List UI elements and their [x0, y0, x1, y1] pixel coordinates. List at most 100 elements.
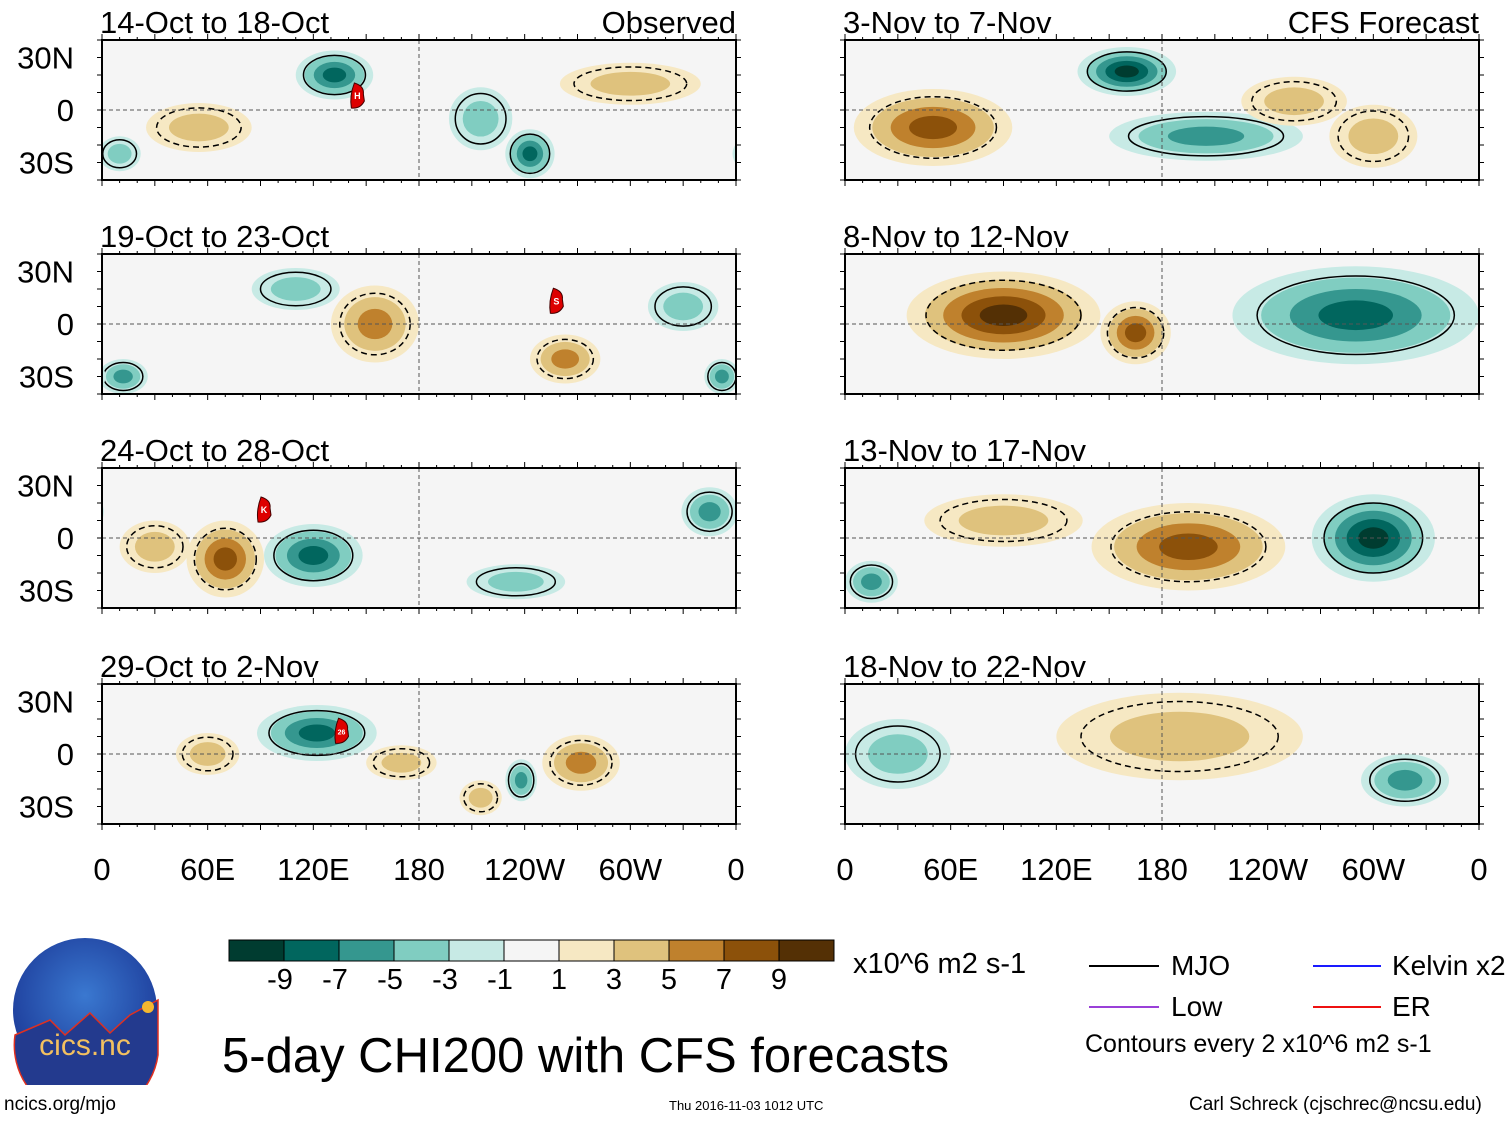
anomaly-contour [298, 724, 335, 742]
anomaly-field [102, 487, 824, 600]
anomaly-contour [298, 545, 329, 566]
anomaly-field [102, 50, 736, 179]
mjo-contour-line [573, 66, 688, 102]
colorbar-swatch [228, 939, 285, 962]
mjo-contour-line [372, 748, 431, 778]
colorbar-label: -5 [377, 964, 403, 996]
anomaly-contour [958, 505, 1049, 536]
anomaly-contour [590, 71, 671, 96]
lon-tick-label: 0 [836, 852, 853, 887]
lon-tick-label: 120W [484, 852, 566, 887]
anomaly-contour [107, 143, 132, 164]
lon-tick-label: 60W [598, 852, 662, 887]
colorbar-label: -1 [487, 964, 513, 996]
mjo-contour-line [1256, 275, 1456, 356]
colorbar-swatch [393, 939, 450, 962]
lat-tick-label: 30N [17, 469, 74, 504]
anomaly-contour [487, 571, 544, 592]
mjo-contour-line [259, 271, 332, 307]
anomaly-contour [76, 364, 101, 388]
colorbar-label: -7 [322, 964, 348, 996]
map-panel: 13-Nov to 17-Nov [840, 433, 1510, 614]
lon-tick-label: 60E [923, 852, 978, 887]
anomaly-field [906, 266, 1479, 365]
lon-tick-label: 180 [393, 852, 445, 887]
storm-label: K [261, 505, 268, 515]
lon-tick-label: 120W [1227, 852, 1309, 887]
anomaly-contour [740, 364, 774, 388]
anomaly-field [853, 47, 1418, 168]
mjo-contour-line [868, 95, 998, 160]
lat-tick-label: 0 [57, 737, 74, 772]
lat-tick-label: 30S [19, 146, 74, 181]
legend: MJO Kelvin x2 Low ER Contours every 2 x1… [1085, 948, 1510, 1068]
lat-tick-label: 30S [19, 574, 74, 609]
colorbar-swatch [283, 939, 340, 962]
anomaly-contour [1167, 126, 1245, 146]
colorbar-swatch [503, 939, 560, 962]
anomaly-contour [714, 369, 729, 384]
legend-line-low [1089, 1006, 1159, 1008]
mjo-contour-line [549, 739, 613, 786]
colorbar-label: 7 [716, 964, 732, 996]
anomaly-contour [663, 292, 704, 321]
anomaly-contour [322, 67, 347, 83]
lon-tick-label: 120E [277, 852, 349, 887]
mjo-contour-line [509, 133, 551, 175]
mjo-contour-line [1337, 110, 1410, 163]
panel-title: 18-Nov to 22-Nov [843, 649, 1086, 684]
mjo-contour-line [536, 338, 595, 380]
lat-tick-label: 30N [17, 41, 74, 76]
legend-label-low: Low [1171, 991, 1223, 1022]
anomaly-contour [81, 370, 95, 384]
anomaly-contour [979, 304, 1028, 326]
colorbar-units: x10^6 m2 s-1 [853, 948, 1027, 980]
mjo-contour-line [1369, 758, 1442, 802]
lat-tick-label: 30S [19, 790, 74, 825]
anomaly-contour [769, 532, 809, 562]
mjo-contour-line [1086, 51, 1167, 92]
anomaly-contour [1479, 561, 1510, 603]
storm-label: H [354, 91, 361, 101]
legend-line-mjo [1089, 965, 1159, 967]
lat-tick-label: 30N [17, 685, 74, 720]
panel-title: 8-Nov to 12-Nov [843, 219, 1069, 254]
anomaly-field [845, 494, 1510, 603]
mjo-contour-line [849, 564, 894, 600]
colorbar-label: 3 [606, 964, 622, 996]
mjo-contour-line [1251, 80, 1338, 122]
mjo-contour-line [454, 92, 507, 145]
anomaly-contour [1114, 65, 1139, 78]
anomaly-contour [1318, 300, 1393, 331]
anomaly-contour [732, 144, 736, 164]
lat-tick-label: 0 [57, 307, 74, 342]
mjo-contour-line [268, 709, 366, 757]
storm-icon [350, 82, 365, 109]
legend-line-kelvin [1313, 965, 1381, 967]
legend-line-er [1313, 1006, 1381, 1008]
anomaly-contour [698, 502, 721, 522]
storm-label: S [553, 296, 559, 306]
anomaly-contour [357, 308, 393, 340]
mjo-contour-line [1127, 115, 1285, 157]
anomaly-contour [1495, 573, 1510, 590]
site-link[interactable]: ncics.org/mjo [4, 1094, 116, 1115]
anomaly-contour [754, 521, 824, 574]
anomaly-contour [551, 349, 580, 369]
legend-label-kelvin: Kelvin x2 [1392, 950, 1506, 981]
anomaly-contour [740, 762, 801, 799]
panel-title: 14-Oct to 18-Oct [100, 5, 330, 40]
colorbar-swatch [558, 939, 615, 962]
lat-tick-label: 0 [57, 521, 74, 556]
anomaly-contour [1487, 567, 1510, 596]
colorbar-swatch [778, 939, 835, 962]
anomaly-contour [1502, 734, 1510, 774]
legend-label-er: ER [1392, 991, 1431, 1022]
map-panel: 29-Oct to 2-Nov 30N 0 30S 26 [17, 649, 741, 830]
anomaly-contour [522, 146, 538, 162]
colorbar-swatch [338, 939, 395, 962]
colorbar: -9 -7 -5 -3 -1 1 3 5 7 9 [228, 939, 835, 996]
mjo-contour-line [654, 286, 713, 327]
author: Carl Schreck (cjschrec@ncsu.edu) [1189, 1094, 1482, 1115]
colorbar-label: 5 [661, 964, 677, 996]
